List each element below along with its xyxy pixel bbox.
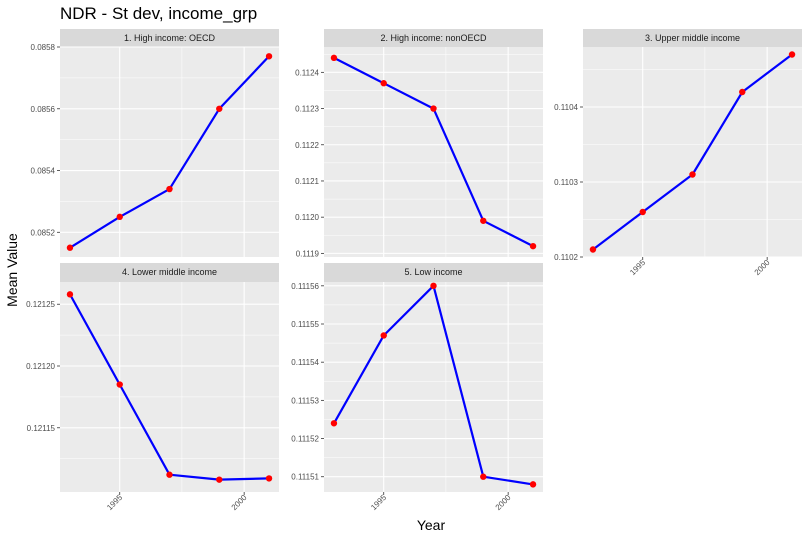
- x-tick-label: 2000: [753, 258, 772, 277]
- data-point: [166, 185, 173, 193]
- data-point: [66, 244, 74, 251]
- data-point: [330, 54, 338, 62]
- data-point: [689, 171, 696, 178]
- data-point: [216, 105, 223, 112]
- data-point: [529, 242, 537, 250]
- data-point: [265, 475, 273, 482]
- plot-panel: [583, 47, 802, 257]
- facet-strip-label: 2. High income: nonOECD: [380, 33, 487, 43]
- y-tick-label: 0.1124: [295, 68, 319, 77]
- facet-strip: [60, 29, 279, 47]
- y-tick-label: 0.11155: [291, 320, 319, 329]
- data-point: [480, 217, 487, 224]
- data-point: [430, 105, 437, 112]
- y-tick-label: 0.1120: [295, 213, 319, 222]
- plot-panel: [60, 282, 279, 492]
- y-tick-label: 0.11153: [291, 396, 319, 405]
- y-tick-label: 0.1103: [554, 178, 578, 187]
- facet-strip-label: 1. High income: OECD: [124, 33, 216, 43]
- y-tick-label: 0.0858: [31, 43, 56, 52]
- data-point: [265, 53, 273, 60]
- y-tick-label: 0.12125: [26, 300, 55, 309]
- chart-title: NDR - St dev, income_grp: [60, 4, 257, 23]
- x-tick-label: 2000: [494, 493, 513, 512]
- data-point: [380, 332, 387, 339]
- facet-panel: 3. Upper middle income 0.1102 0.1103 0.1104…: [554, 29, 802, 277]
- data-point: [330, 420, 338, 427]
- plot-panel: [60, 47, 279, 257]
- data-point: [430, 282, 437, 290]
- facet-strip-label: 3. Upper middle income: [645, 33, 740, 43]
- y-tick-label: 0.1122: [295, 141, 319, 150]
- y-tick-label: 0.11154: [291, 358, 319, 367]
- data-point: [66, 291, 74, 298]
- y-tick-label: 0.1104: [554, 103, 578, 112]
- data-point: [116, 381, 123, 388]
- y-tick-label: 0.11152: [291, 435, 319, 444]
- data-point: [216, 476, 223, 483]
- data-point: [480, 473, 487, 480]
- facet-panel: 5. Low income 0.11151 0.11152 0.11153 0.1115…: [291, 263, 543, 512]
- y-tick-label: 0.11156: [291, 282, 319, 291]
- y-tick-label: 0.11151: [291, 473, 319, 482]
- facet-panel: 1. High income: OECD 0.0852 0.0854 0.0856 0.…: [31, 29, 279, 257]
- data-point: [639, 208, 646, 216]
- data-point: [589, 246, 597, 253]
- plot-panel: [324, 282, 543, 492]
- plot-panel: [324, 47, 543, 257]
- y-tick-label: 0.0852: [31, 228, 56, 237]
- data-point: [166, 471, 173, 478]
- facet-strip: [60, 263, 279, 282]
- y-tick-label: 0.12115: [27, 424, 56, 433]
- facet-strip: [324, 263, 543, 282]
- data-point: [788, 51, 796, 58]
- facet-panel: 2. High income: nonOECD 0.1119 0.1120 0.112…: [295, 29, 543, 258]
- facet-panel: 4. Lower middle income 0.12115 0.12120 0.12…: [26, 263, 279, 512]
- data-point: [116, 213, 123, 221]
- x-axis-title: Year: [417, 517, 446, 533]
- facet-strip-label: 5. Low income: [404, 267, 462, 277]
- y-tick-label: 0.1123: [295, 105, 319, 114]
- data-point: [529, 481, 537, 488]
- data-point: [380, 80, 387, 87]
- y-tick-label: 0.1121: [295, 177, 319, 186]
- y-tick-label: 0.1119: [296, 249, 320, 258]
- y-tick-label: 0.1102: [554, 253, 578, 262]
- facet-strip-label: 4. Lower middle income: [122, 267, 217, 277]
- y-tick-label: 0.12120: [26, 362, 55, 371]
- y-tick-label: 0.0854: [31, 167, 56, 176]
- y-tick-label: 0.0856: [31, 105, 56, 114]
- facet-strip: [324, 29, 543, 47]
- y-axis-title: Mean Value: [4, 233, 20, 307]
- facet-strip: [583, 29, 802, 47]
- x-tick-label: 2000: [230, 493, 249, 512]
- x-tick-label: 1995: [105, 493, 124, 512]
- x-tick-label: 1995: [628, 258, 647, 277]
- x-tick-label: 1995: [369, 493, 388, 512]
- data-point: [739, 88, 746, 96]
